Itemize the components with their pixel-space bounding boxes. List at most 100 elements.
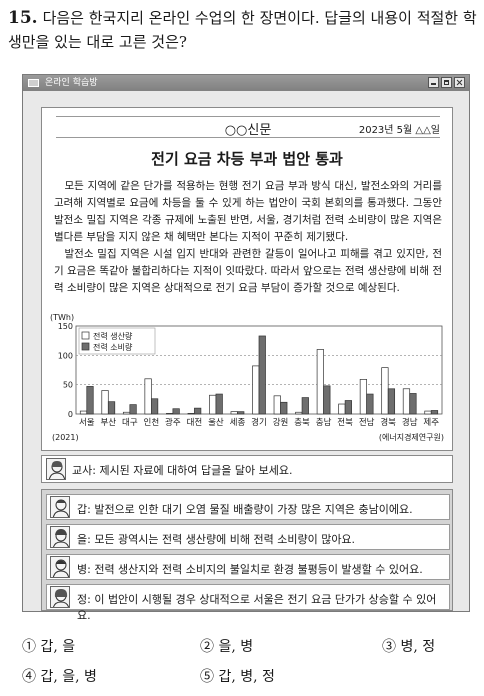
chart-x-tick-label: 부산 bbox=[100, 417, 116, 428]
minimize-icon[interactable] bbox=[428, 77, 439, 88]
chart-x-tick-label: 대구 bbox=[122, 418, 138, 428]
reply-text: 갑: 발전으로 인한 대기 오염 물질 배출량이 가장 많은 지역은 충남이에요… bbox=[77, 503, 413, 516]
choice-4[interactable]: ④ 갑, 을, 병 bbox=[22, 669, 97, 685]
chart-bar bbox=[129, 404, 137, 415]
newspaper-masthead: ○○신문 2023년 5월 △△일 bbox=[56, 116, 440, 138]
chart-bar bbox=[172, 408, 180, 415]
student-avatar-icon bbox=[50, 586, 70, 608]
article-body: 모든 지역에 같은 단가를 적용하는 현행 전기 요금 부과 방식 대신, 발전… bbox=[54, 178, 442, 297]
chart-legend-box bbox=[78, 327, 156, 355]
question-text: 다음은 한국지리 온라인 수업의 한 장면이다. 답글의 내용이 적절한 학생만… bbox=[8, 9, 477, 51]
window-title: 온라인 학습방 bbox=[45, 78, 98, 88]
chart-y-tick-label: 150 bbox=[58, 322, 73, 331]
choice-2[interactable]: ② 을, 병 bbox=[200, 639, 254, 655]
power-bar-chart: (TWh) 0 50 100 150 서울 부산 대구 인천 광주 대전 울산 세종 경기 강원 충북 충남 전북… bbox=[50, 313, 444, 442]
chart-x-tick-label: 충남 bbox=[316, 418, 332, 428]
chart-bar bbox=[209, 394, 217, 415]
student-avatar-icon bbox=[50, 556, 70, 578]
chart-unit-label: (TWh) bbox=[50, 313, 74, 322]
chart-x-tick-label: 서울 bbox=[79, 418, 95, 428]
article-paragraph: 발전소 밀집 지역은 시설 입지 반대와 관련한 갈등이 일어나고 피해를 겪고… bbox=[54, 248, 442, 294]
chart-bar bbox=[101, 390, 109, 415]
chart-bar bbox=[215, 393, 223, 415]
chart-bar bbox=[86, 386, 94, 415]
chart-bar bbox=[424, 410, 432, 415]
maximize-icon[interactable] bbox=[441, 77, 452, 88]
chart-bar bbox=[344, 400, 352, 415]
chart-bar bbox=[366, 393, 374, 415]
chart-x-tick-label: 인천 bbox=[144, 417, 160, 428]
chart-bar bbox=[381, 367, 389, 415]
chart-bar bbox=[122, 411, 131, 415]
chart-x-tick-label: 세종 bbox=[230, 418, 246, 428]
chart-x-tick-label: 강원 bbox=[273, 417, 289, 428]
chart-bar bbox=[338, 403, 346, 415]
choice-3[interactable]: ③ 병, 정 bbox=[382, 639, 436, 655]
close-icon[interactable] bbox=[454, 77, 465, 88]
chart-bar bbox=[430, 410, 439, 415]
chart-bar bbox=[252, 365, 260, 415]
chart-x-tick-label: 경기 bbox=[251, 417, 267, 428]
chart-legend-label: 전력 생산량 bbox=[93, 331, 133, 341]
chart-x-tick-label: 전남 bbox=[359, 417, 375, 428]
chart-y-tick-label: 0 bbox=[68, 410, 73, 419]
chart-bar bbox=[409, 393, 417, 415]
chart-bar bbox=[316, 349, 324, 415]
choice-5[interactable]: ⑤ 갑, 병, 정 bbox=[200, 669, 275, 685]
teacher-avatar-icon bbox=[46, 458, 66, 480]
chart-bar bbox=[280, 401, 288, 415]
chart-x-tick-label: 광주 bbox=[165, 417, 181, 428]
reply-eul: 을: 모든 광역시는 전력 생산량에 비해 전력 소비량이 많아요. bbox=[46, 524, 450, 550]
chart-legend-swatch bbox=[81, 331, 90, 340]
question-number: 15. bbox=[8, 8, 38, 28]
student-avatar-icon bbox=[50, 526, 70, 548]
chart-year-label: (2021) bbox=[52, 433, 79, 442]
reply-text: 병: 전력 생산지와 전력 소비지의 불일치로 환경 불평등이 발생할 수 있어… bbox=[77, 563, 423, 576]
newspaper-date: 2023년 5월 △△일 bbox=[358, 125, 440, 136]
reply-gap: 갑: 발전으로 인한 대기 오염 물질 배출량이 가장 많은 지역은 충남이에요… bbox=[46, 494, 450, 520]
chart-bar bbox=[258, 335, 266, 415]
article-paragraph: 모든 지역에 같은 단가를 적용하는 현행 전기 요금 부과 방식 대신, 발전… bbox=[54, 180, 442, 243]
chart-bar bbox=[151, 398, 159, 415]
chart-bar bbox=[295, 411, 303, 415]
chart-bar bbox=[359, 379, 367, 415]
article-headline: 전기 요금 차등 부과 법안 통과 bbox=[151, 150, 343, 168]
reply-text: 을: 모든 광역시는 전력 생산량에 비해 전력 소비량이 많아요. bbox=[77, 533, 356, 546]
chart-bar bbox=[323, 385, 331, 415]
reply-jeong: 정: 이 법안이 시행될 경우 상대적으로 서울은 전기 요금 단가가 상승할 … bbox=[46, 584, 450, 622]
newspaper-article: ○○신문 2023년 5월 △△일 전기 요금 차등 부과 법안 통과 모든 지… bbox=[41, 107, 453, 451]
chart-legend-swatch bbox=[81, 342, 90, 351]
chart-bar bbox=[187, 413, 195, 415]
question: 15. 다음은 한국지리 온라인 수업의 한 장면이다. 답글의 내용이 적절한 … bbox=[8, 6, 478, 54]
chart-bar bbox=[387, 388, 396, 415]
replies-panel: 갑: 발전으로 인한 대기 오염 물질 배출량이 가장 많은 지역은 충남이에요… bbox=[41, 489, 453, 622]
student-avatar-icon bbox=[50, 496, 70, 518]
reply-byeong: 병: 전력 생산지와 전력 소비지의 불일치로 환경 불평등이 발생할 수 있어… bbox=[46, 554, 450, 580]
chart-bar bbox=[144, 378, 152, 415]
chart-bar bbox=[237, 411, 245, 415]
chart-x-tick-label: 경남 bbox=[402, 417, 418, 428]
chart-legend-label: 전력 소비량 bbox=[93, 342, 133, 352]
chart-y-tick-label: 100 bbox=[58, 351, 73, 360]
chart-source-label: (에너지경제연구원) bbox=[379, 432, 444, 442]
window-titlebar: 온라인 학습방 bbox=[23, 75, 469, 91]
chart-y-tick-label: 50 bbox=[63, 381, 73, 390]
chart-bar bbox=[230, 411, 238, 415]
chart-bar bbox=[194, 407, 202, 415]
chart-x-tick-label: 제주 bbox=[423, 418, 439, 428]
chart-x-tick-label: 경북 bbox=[380, 417, 396, 428]
learning-room-window: 온라인 학습방 ○○신문 2023년 5월 △△일 전기 요금 차등 부과 법안… bbox=[22, 74, 470, 622]
teacher-text: 교사: 제시된 자료에 대하여 답글을 달아 보세요. bbox=[72, 464, 293, 477]
chart-bar bbox=[79, 410, 88, 415]
window-app-icon bbox=[28, 79, 39, 87]
choice-1[interactable]: ① 갑, 을 bbox=[22, 639, 76, 655]
chart-bar bbox=[301, 397, 309, 415]
newspaper-name: ○○신문 bbox=[224, 123, 272, 138]
chart-x-tick-label: 대전 bbox=[187, 417, 203, 428]
chart-x-tick-label: 전북 bbox=[337, 417, 353, 428]
chart-x-tick-label: 울산 bbox=[208, 417, 224, 428]
chart-bar bbox=[273, 395, 281, 415]
chart-bar bbox=[107, 401, 116, 415]
chart-bar bbox=[402, 388, 411, 415]
chart-x-tick-label: 충북 bbox=[294, 418, 310, 428]
